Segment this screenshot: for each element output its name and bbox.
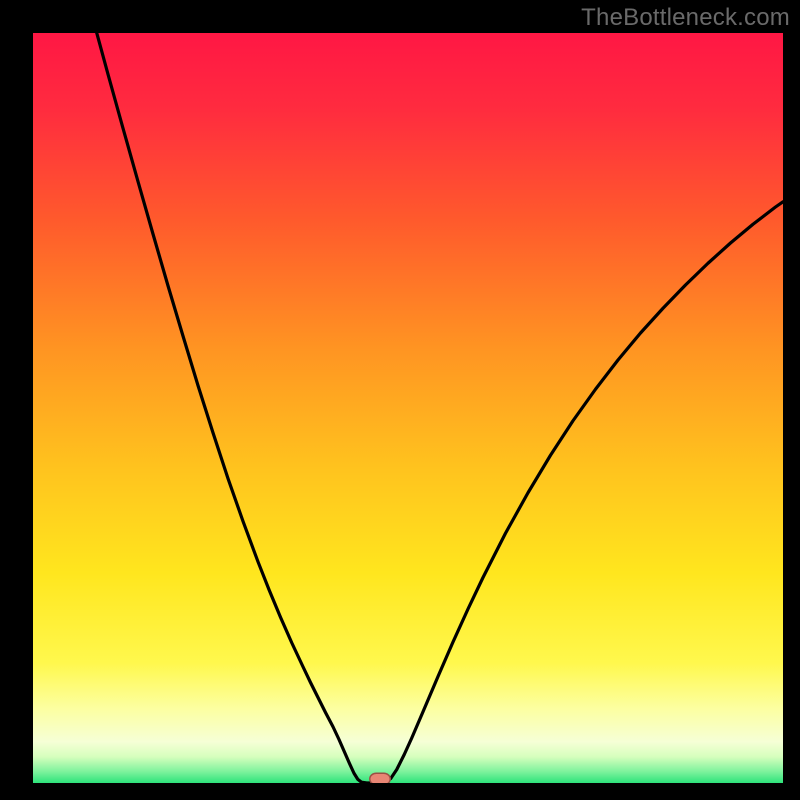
- chart-container: TheBottleneck.com: [0, 0, 800, 800]
- watermark-text: TheBottleneck.com: [581, 4, 790, 32]
- bottleneck-curve: [97, 33, 783, 783]
- curve-min-marker: [369, 772, 391, 783]
- marker-pill: [369, 773, 390, 783]
- plot-area: [33, 33, 783, 783]
- bottleneck-curve-svg: [33, 33, 783, 783]
